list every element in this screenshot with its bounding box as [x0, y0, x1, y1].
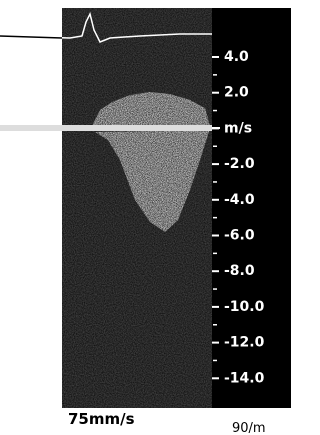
image-noise [62, 8, 212, 408]
baseline [0, 125, 212, 131]
ecg-trace-left [0, 36, 62, 38]
scale-label: -2.0 [224, 156, 255, 172]
scale-label: 4.0 [224, 49, 249, 65]
doppler-screen: 4.0 2.0 m/s -2.0 -4.0 -6.0 -8.0 -10.0 -12.0 -14.0… [0, 0, 291, 435]
scale-label: -4.0 [224, 192, 255, 208]
corner-label: 90/m [232, 421, 266, 435]
scale-label: -8.0 [224, 263, 255, 279]
scale-label: m/s [224, 120, 252, 136]
scale-label: -14.0 [224, 370, 265, 386]
scale-label: 2.0 [224, 85, 249, 101]
sweep-speed: 75mm/s [68, 410, 135, 428]
scale-label: -6.0 [224, 228, 255, 244]
scale-label: -12.0 [224, 335, 265, 351]
scale-label: -10.0 [224, 299, 265, 315]
